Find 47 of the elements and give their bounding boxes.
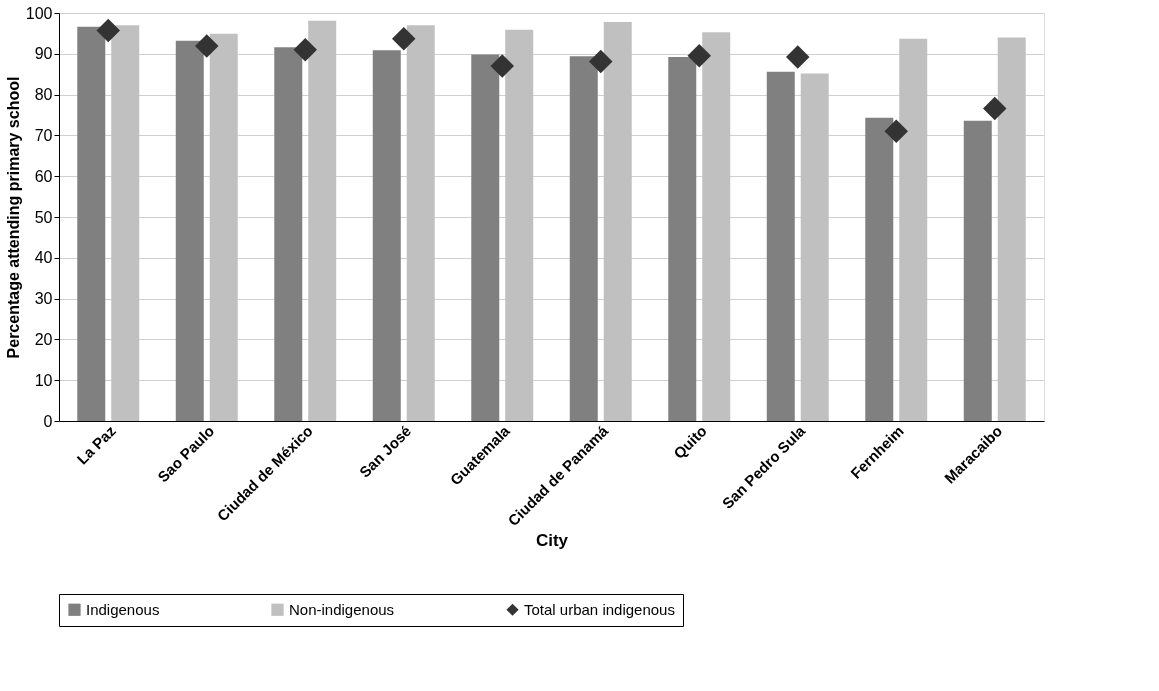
point	[195, 34, 219, 58]
bar	[569, 56, 598, 421]
point	[293, 37, 317, 62]
bar	[766, 71, 795, 421]
y-tick-label: 90	[34, 45, 53, 63]
y-tick-label: 30	[34, 290, 53, 308]
point	[786, 45, 810, 69]
y-tick-label: 70	[34, 126, 53, 144]
bar	[865, 117, 894, 421]
legend-label: Indigenous	[86, 600, 160, 618]
bar	[668, 57, 697, 421]
point	[983, 96, 1007, 121]
bar	[603, 21, 632, 421]
bar	[471, 54, 500, 421]
bar	[702, 32, 731, 421]
y-tick-label: 40	[34, 249, 53, 267]
point	[687, 44, 711, 68]
bar	[308, 20, 337, 421]
y-tick-label: 20	[34, 330, 53, 348]
bar	[175, 40, 204, 421]
point	[589, 49, 613, 74]
y-tick-label: 50	[34, 208, 53, 226]
bar	[800, 73, 829, 421]
point	[884, 119, 908, 144]
point	[392, 26, 416, 51]
y-tick-label: 10	[34, 371, 53, 389]
bar	[111, 25, 140, 421]
bar	[372, 50, 401, 421]
bar	[899, 38, 928, 421]
bar	[406, 25, 435, 421]
bar	[963, 120, 992, 421]
y-tick-label: 60	[34, 167, 53, 185]
bar	[505, 29, 534, 421]
y-tick-label: 80	[34, 86, 53, 104]
legend-label: Total urban indigenous	[524, 600, 675, 618]
point	[96, 18, 120, 43]
x-axis-title: City	[535, 531, 569, 550]
point	[490, 54, 514, 78]
bar	[209, 33, 238, 421]
bar	[274, 47, 303, 421]
y-axis-title: Percentage attending primary school	[4, 76, 22, 359]
legend-label: Non-indigenous	[289, 600, 395, 618]
bar	[997, 37, 1026, 421]
bar	[77, 26, 106, 421]
y-tick-label: 100	[25, 4, 53, 22]
x-tick-label: La Paz	[73, 422, 119, 468]
y-tick-label: 0	[43, 412, 53, 430]
